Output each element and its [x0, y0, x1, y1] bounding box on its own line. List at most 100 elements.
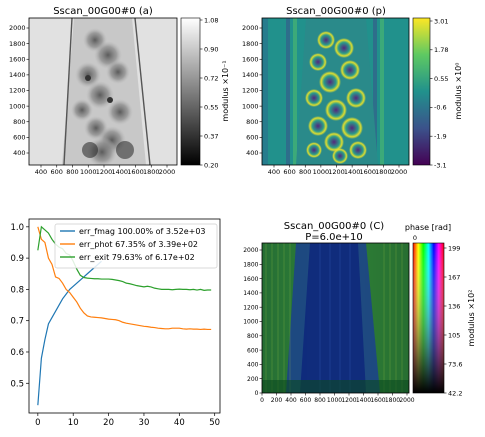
y-tick-label: 1400 [242, 71, 259, 79]
colorbar-tick-label: -0.6 [434, 104, 447, 112]
x-tick-label: 1200 [96, 168, 113, 176]
panel-phase: Sscan_00G00#0 (p) [242, 6, 463, 176]
amplitude-image [29, 18, 177, 165]
colorbar-tick-label: 0.72 [204, 74, 218, 82]
complex-colorbar-top-label: phase [rad] [405, 223, 451, 232]
series-line-1 [37, 260, 102, 406]
x-tick-label: 800 [299, 168, 311, 176]
x-tick-label: 1000 [80, 168, 97, 176]
x-tick-label: 2000 [399, 397, 414, 404]
y-tick-label: 1600 [9, 55, 26, 63]
legend-box [54, 223, 218, 269]
legend-label-1: err_fmag 100.00% of 3.52e+03 [79, 227, 206, 236]
x-tick-label: 600 [51, 168, 63, 176]
colorbar-tick-label: 0.37 [204, 132, 218, 140]
complex-x-ticks: 0 200 400 600 800 1000 1200 1400 1600 1800 2000 [260, 393, 415, 404]
phase-x-ticks: 400 600 800 1000 1200 1400 1600 1800 2000 [268, 165, 407, 176]
y-tick-label: 1.0 [10, 223, 24, 233]
y-tick-label: 1200 [242, 87, 259, 95]
x-tick-label: 2000 [391, 168, 408, 176]
x-tick-label: 1400 [344, 168, 361, 176]
x-tick-label: 1200 [341, 397, 356, 404]
y-tick-label: 0.9 [10, 254, 24, 264]
x-tick-label: 0 [35, 418, 40, 428]
y-tick-label: 600 [246, 134, 258, 142]
y-tick-label: 1200 [243, 304, 258, 311]
complex-y-ticks: 0 200 400 600 800 1000 1200 1400 1600 1800 2000 [243, 247, 262, 397]
y-tick-label: 1800 [243, 262, 258, 269]
complex-subtitle: P=6.0e+10 [305, 232, 363, 243]
y-tick-label: 800 [13, 118, 25, 126]
y-tick-label: 1000 [243, 319, 258, 326]
amplitude-colorbar [180, 17, 201, 166]
y-tick-label: 1200 [9, 87, 26, 95]
x-tick-label: 800 [314, 397, 326, 404]
x-tick-label: 800 [66, 168, 78, 176]
amplitude-y-ticks: 400 600 800 1000 1200 1400 1600 1800 2000 [9, 24, 29, 157]
y-tick-label: 1000 [242, 102, 259, 110]
complex-colorbar-ticks: 199 167 136 105 73.6 42.2 [444, 244, 462, 397]
colorbar-tick-label: -3.1 [434, 161, 447, 169]
panel-complex: Sscan_00G00#0 (C) P=6.0e+10 [243, 221, 476, 404]
colorbar-tick-label: 0.55 [204, 103, 218, 111]
colorbar-tick-label: 1.78 [434, 46, 448, 54]
x-tick-label: 1000 [313, 168, 330, 176]
complex-title: Sscan_00G00#0 (C) [284, 221, 385, 232]
x-tick-label: 400 [268, 168, 280, 176]
panel-error-chart: 0 10 20 30 40 50 0.5 0.6 0.7 0.8 0.9 1.0 err_fmag … [10, 218, 221, 428]
y-tick-label: 800 [246, 118, 258, 126]
x-tick-label: 50 [209, 418, 220, 428]
colorbar-tick-label: 0.55 [434, 75, 448, 83]
error-chart-legend: err_fmag 100.00% of 3.52e+03 err_phot 67.… [54, 223, 218, 269]
y-tick-label: 400 [246, 149, 258, 157]
x-tick-label: 600 [283, 168, 295, 176]
y-tick-label: 2000 [9, 24, 26, 32]
x-tick-label: 1800 [143, 168, 160, 176]
y-tick-label: 0.6 [10, 348, 24, 358]
y-tick-label: 1600 [242, 55, 259, 63]
colorbar-tick-label: 0.20 [204, 161, 218, 169]
y-tick-label: 600 [13, 134, 25, 142]
amplitude-x-ticks: 400 600 800 1000 1200 1400 1600 1800 2000 [35, 165, 175, 176]
x-tick-label: 1600 [370, 397, 385, 404]
complex-colorbar [412, 242, 445, 394]
phase-colorbar [412, 17, 431, 166]
colorbar-tick-label: 73.6 [448, 360, 462, 368]
y-tick-label: 1800 [9, 40, 26, 48]
phase-image [262, 18, 409, 165]
y-tick-label: 1600 [243, 276, 258, 283]
colorbar-tick-label: 3.01 [434, 17, 448, 25]
y-tick-label: 2000 [243, 247, 258, 254]
phase-title: Sscan_00G00#0 (p) [286, 6, 386, 17]
series-line-2 [37, 226, 212, 331]
x-tick-label: 1800 [375, 168, 392, 176]
y-tick-label: 2000 [242, 24, 259, 32]
x-tick-label: 1600 [127, 168, 144, 176]
x-tick-label: 1400 [111, 168, 128, 176]
amplitude-title: Sscan_00G00#0 (a) [53, 6, 153, 17]
x-tick-label: 20 [103, 418, 114, 428]
y-tick-label: 1800 [242, 40, 259, 48]
amplitude-colorbar-label: modulus ×10⁻¹ [221, 60, 230, 121]
y-tick-label: 1400 [243, 290, 258, 297]
y-tick-label: 200 [247, 376, 259, 383]
y-tick-label: 0.8 [10, 285, 24, 295]
y-tick-label: 400 [13, 149, 25, 157]
y-tick-label: 400 [247, 362, 259, 369]
y-tick-label: 0 [255, 390, 259, 397]
x-tick-label: 1800 [385, 397, 400, 404]
amplitude-colorbar-ticks: 1.08 0.90 0.72 0.55 0.37 0.20 [200, 16, 218, 169]
complex-colorbar-top-tick: 0 [413, 234, 417, 242]
x-tick-label: 40 [174, 418, 185, 428]
complex-image [262, 243, 409, 393]
complex-colorbar-label: modulus ×10² [467, 290, 476, 347]
y-tick-label: 600 [247, 347, 259, 354]
x-tick-label: 10 [68, 418, 79, 428]
colorbar-tick-label: 136 [448, 302, 460, 310]
y-tick-label: 0.5 [10, 379, 24, 389]
y-tick-label: 0.7 [10, 317, 24, 327]
legend-label-2: err_phot 67.35% of 3.39e+02 [79, 240, 198, 249]
x-tick-label: 2000 [159, 168, 176, 176]
colorbar-tick-label: 105 [448, 331, 460, 339]
